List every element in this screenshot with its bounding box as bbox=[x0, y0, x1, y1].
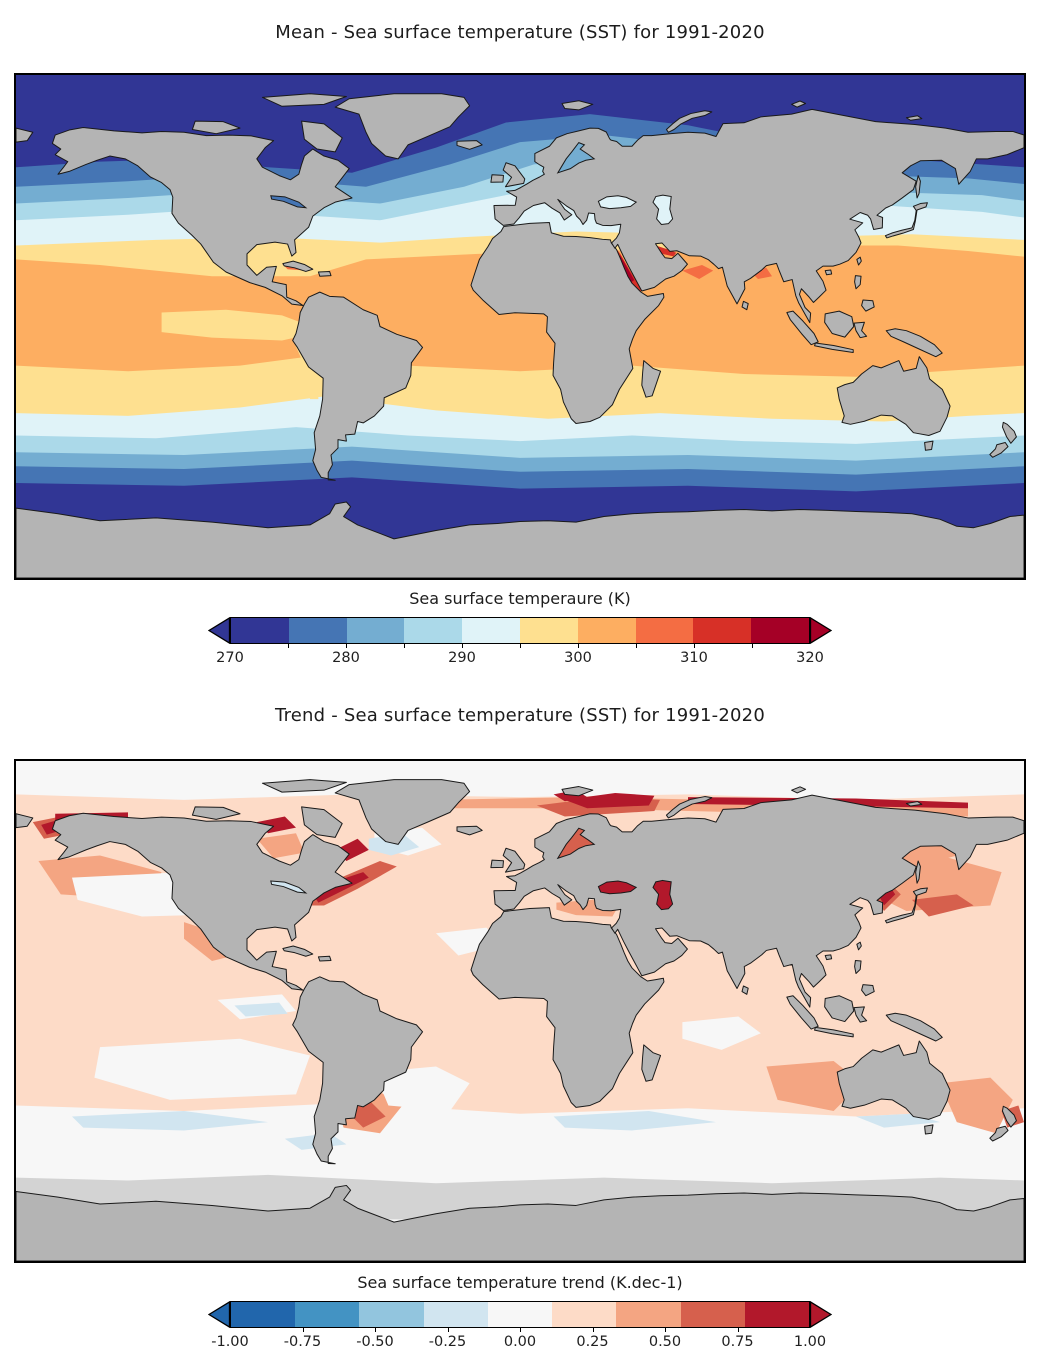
colorbar-bin bbox=[231, 618, 289, 643]
trend-map-title: Trend - Sea surface temperature (SST) fo… bbox=[275, 705, 765, 726]
colorbar-extend-left-arrow-icon bbox=[208, 617, 230, 644]
colorbar-bin bbox=[359, 1302, 424, 1327]
colorbar-tick-label: 0.50 bbox=[648, 1334, 682, 1350]
mean-colorbar: 270 280 290 300 310 320 bbox=[208, 617, 832, 677]
colorbar-tick-label: 0.00 bbox=[503, 1334, 537, 1350]
colorbar-tick-mark bbox=[578, 643, 580, 648]
colorbar-tick-mark bbox=[752, 643, 754, 648]
colorbar-tick-label: 300 bbox=[564, 650, 592, 666]
colorbar-bin bbox=[487, 1302, 553, 1327]
colorbar-bin bbox=[231, 1302, 296, 1327]
colorbar-tick-mark bbox=[636, 643, 638, 648]
sst-mean-map bbox=[14, 73, 1026, 580]
colorbar-tick-mark bbox=[737, 1327, 739, 1332]
colorbar-bin bbox=[462, 618, 520, 643]
colorbar-tick-mark bbox=[592, 1327, 594, 1332]
colorbar-tick-label: 320 bbox=[796, 650, 824, 666]
colorbar-tick-label: -0.75 bbox=[283, 1334, 322, 1350]
colorbar-tick-label: 310 bbox=[680, 650, 708, 666]
colorbar-tick-label: -1.00 bbox=[211, 1334, 249, 1350]
colorbar-extend-right-arrow-icon bbox=[810, 617, 832, 644]
colorbar-tick-label: 290 bbox=[448, 650, 476, 666]
colorbar-tick-mark bbox=[665, 1327, 667, 1332]
colorbar-bin bbox=[693, 618, 752, 643]
colorbar-tick-label: 0.75 bbox=[721, 1334, 754, 1350]
trend-colorbar-label: Sea surface temperature trend (K.dec-1) bbox=[357, 1273, 683, 1292]
colorbar-bin bbox=[744, 1302, 809, 1327]
sst-trend-map bbox=[14, 759, 1026, 1263]
colorbar-extend-left-arrow-icon bbox=[208, 1301, 230, 1328]
colorbar-tick-label: -0.50 bbox=[356, 1334, 394, 1350]
colorbar-bin bbox=[404, 618, 463, 643]
colorbar-bins bbox=[230, 1301, 810, 1328]
colorbar-tick-mark bbox=[288, 643, 290, 648]
colorbar-tick-mark bbox=[346, 643, 348, 648]
colorbar-tick-mark bbox=[375, 1327, 377, 1332]
colorbar-bin bbox=[346, 618, 405, 643]
trend-colorbar: -1.00 -0.75 -0.50 -0.25 0.00 0.25 0.50 0.75 1.00 bbox=[208, 1301, 832, 1361]
colorbar-tick-label: 0.25 bbox=[576, 1334, 609, 1350]
colorbar-bin bbox=[519, 618, 578, 643]
colorbar-tick-label: 280 bbox=[332, 650, 360, 666]
colorbar-bin bbox=[288, 618, 347, 643]
sst-mean-map-canvas bbox=[16, 75, 1024, 578]
colorbar-bins bbox=[230, 617, 810, 644]
inland-seas-trend bbox=[271, 828, 673, 909]
sst-trend-map-canvas bbox=[16, 761, 1024, 1261]
mean-colorbar-label: Sea surface temperaure (K) bbox=[409, 589, 631, 608]
colorbar-extend-right-arrow-icon bbox=[810, 1301, 832, 1328]
colorbar-bin bbox=[295, 1302, 360, 1327]
colorbar-tick-mark bbox=[694, 643, 696, 648]
colorbar-bin bbox=[616, 1302, 681, 1327]
colorbar-bin bbox=[680, 1302, 745, 1327]
mean-map-title: Mean - Sea surface temperature (SST) for… bbox=[275, 22, 765, 43]
colorbar-bin bbox=[423, 1302, 488, 1327]
colorbar-tick-mark bbox=[447, 1327, 449, 1332]
colorbar-tick-mark bbox=[462, 643, 464, 648]
colorbar-tick-label: 270 bbox=[216, 650, 244, 666]
colorbar-bin bbox=[552, 1302, 617, 1327]
colorbar-tick-mark bbox=[520, 1327, 522, 1332]
colorbar-tick-mark bbox=[302, 1327, 304, 1332]
colorbar-bin bbox=[577, 618, 636, 643]
colorbar-tick-label: -0.25 bbox=[428, 1334, 467, 1350]
inland-seas-mean bbox=[271, 143, 673, 225]
colorbar-tick-mark bbox=[520, 643, 522, 648]
ocean-mean-sst-bands bbox=[16, 75, 1024, 578]
colorbar-bin bbox=[635, 618, 694, 643]
colorbar-tick-mark bbox=[404, 643, 406, 648]
colorbar-bin bbox=[751, 618, 809, 643]
colorbar-tick-label: 1.00 bbox=[793, 1334, 827, 1350]
